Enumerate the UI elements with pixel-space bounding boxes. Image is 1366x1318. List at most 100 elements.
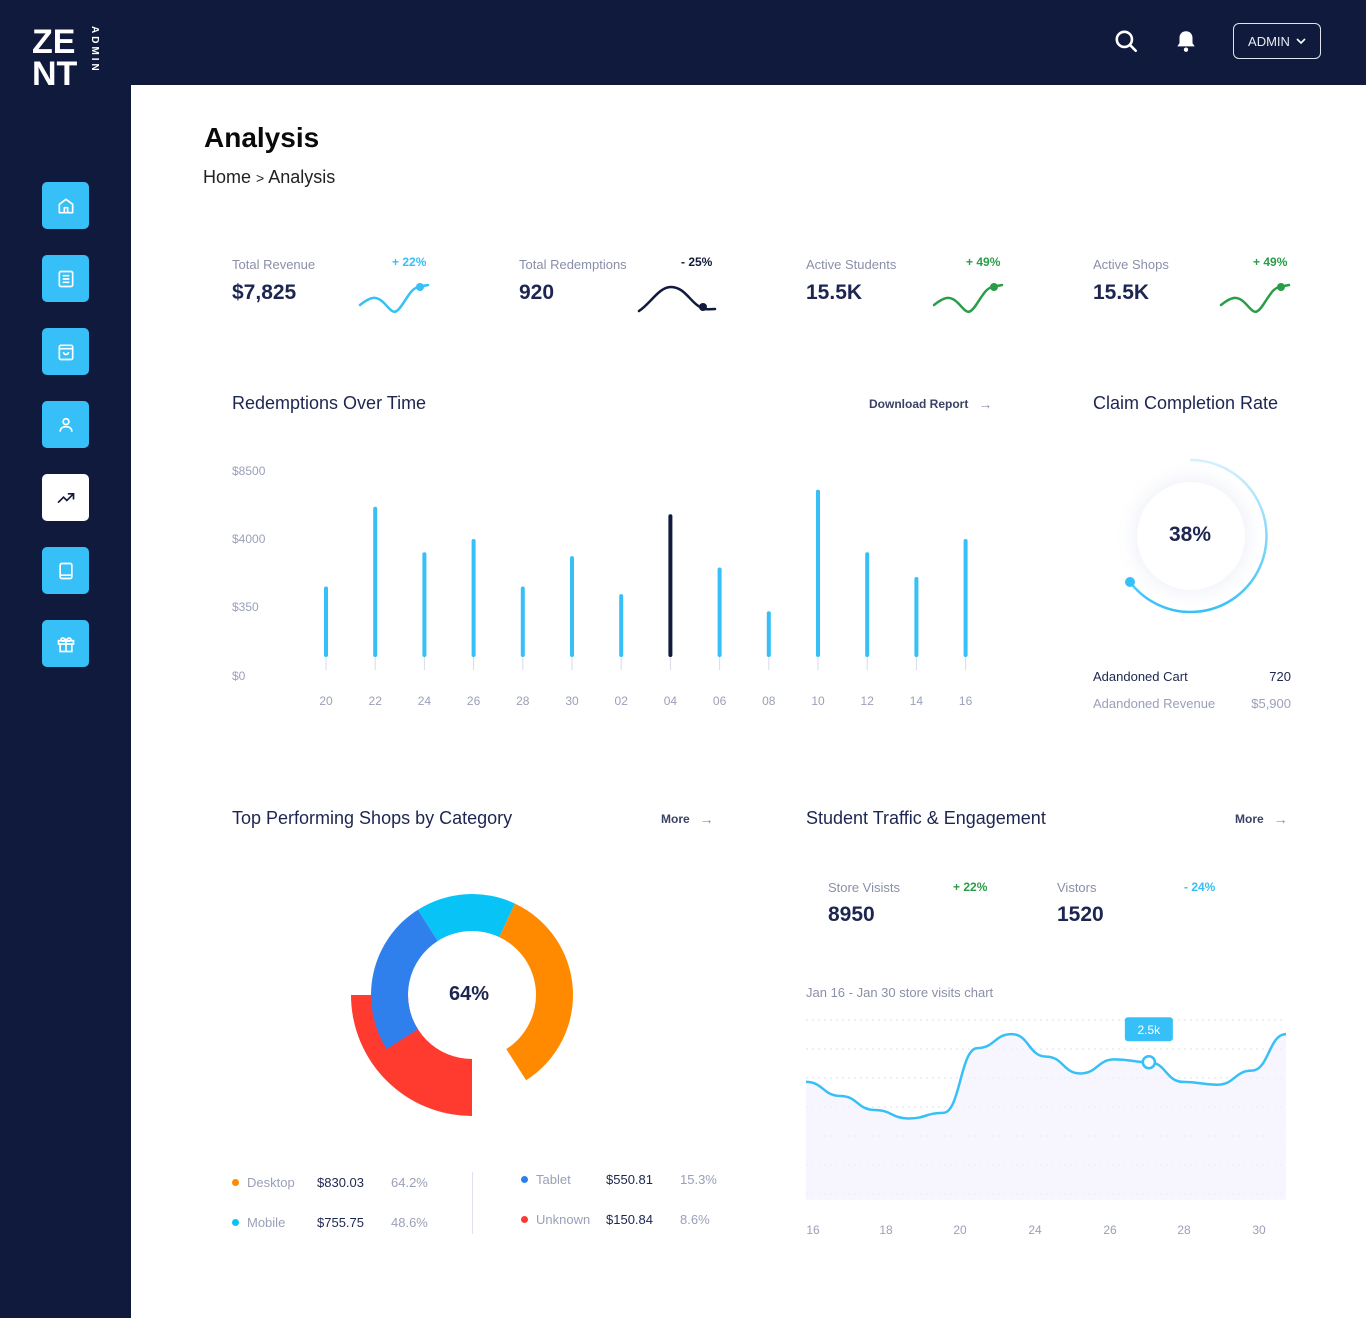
x-tick-label: 26: [1103, 1223, 1117, 1237]
sidebar-nav: [42, 182, 89, 693]
legend-item-unknown: Unknown $150.84 8.6%: [521, 1212, 710, 1227]
legend-dot: [232, 1219, 239, 1226]
arrow-right-icon: →: [699, 811, 714, 827]
claim-row: Adandoned Cart 720: [1093, 669, 1291, 684]
logo[interactable]: ZENT ADMIN: [32, 25, 104, 92]
kpi-change: + 49%: [966, 255, 1001, 269]
sidebar-item-book[interactable]: [42, 547, 89, 594]
redemptions-title: Redemptions Over Time: [232, 393, 427, 413]
highlight-point: [1141, 1054, 1157, 1070]
donut-slice-tablet: [371, 909, 438, 1050]
donut-slice-unknown: [351, 995, 472, 1116]
legend-dot: [521, 1216, 528, 1223]
kpi-value: 15.5K: [806, 281, 863, 304]
stat-value: 1520: [1057, 903, 1104, 926]
kpi-change: - 25%: [681, 255, 713, 269]
gauge-arc: [1128, 458, 1268, 614]
user-icon: [58, 417, 73, 432]
breadcrumb: Home > Analysis: [203, 167, 335, 188]
kpi-label: Total Revenue: [232, 257, 316, 272]
redemptions-bar-chart: 20 22 24 26 28 30 02 04 06 08 10 12 14 16: [319, 489, 973, 708]
donut-center-label: 64%: [449, 983, 490, 1005]
legend-pct: 48.6%: [391, 1215, 428, 1230]
search-icon[interactable]: [1113, 28, 1139, 54]
x-tick-label: 22: [369, 694, 383, 708]
kpi-change: + 49%: [1253, 255, 1288, 269]
legend-amount: $150.84: [606, 1212, 653, 1227]
tooltip-label: 2.5k: [1138, 1023, 1162, 1037]
y-tick-label: $4000: [232, 532, 266, 546]
sidebar-item-gift[interactable]: [42, 620, 89, 667]
topbar: ADMIN: [131, 0, 1366, 85]
kpi-sparkline: [637, 285, 717, 313]
stat-change: + 22%: [953, 880, 988, 894]
x-tick-label: 02: [615, 694, 629, 708]
x-tick-label: 26: [467, 694, 481, 708]
legend-divider: [472, 1172, 473, 1234]
sidebar-item-shop[interactable]: [42, 328, 89, 375]
sidebar-item-home[interactable]: [42, 182, 89, 229]
sidebar-item-user[interactable]: [42, 401, 89, 448]
claim-row-label: Adandoned Revenue: [1093, 696, 1216, 711]
sidebar-item-list[interactable]: [42, 255, 89, 302]
legend-pct: 15.3%: [680, 1172, 717, 1187]
kpi-label: Active Shops: [1093, 257, 1169, 272]
bell-icon[interactable]: [1173, 28, 1199, 54]
donut-slice-desktop: [499, 903, 573, 1081]
shops-donut-chart: [351, 894, 573, 1116]
kpi-sparkline: [1219, 283, 1291, 313]
x-tick-label: 16: [806, 1223, 820, 1237]
kpi-change: + 22%: [392, 255, 427, 269]
area-fill: [806, 1034, 1286, 1200]
x-tick-label: 28: [516, 694, 530, 708]
legend-name: Unknown: [536, 1212, 591, 1227]
stat-label: Store Visists: [828, 880, 901, 895]
claim-row-value: $5,900: [1251, 696, 1291, 711]
x-tick-label: 30: [565, 694, 579, 708]
page-title: Analysis: [204, 122, 320, 153]
shops-more-link[interactable]: More →: [661, 811, 714, 827]
arrow-right-icon: →: [1273, 811, 1288, 827]
x-tick-label: 20: [953, 1223, 967, 1237]
x-tick-label: 14: [910, 694, 924, 708]
arrow-right-icon: →: [978, 396, 993, 412]
download-report-label: Download Report: [869, 397, 969, 411]
y-tick-label: $8500: [232, 464, 266, 478]
gauge-handle: [1125, 577, 1135, 587]
x-tick-label: 04: [664, 694, 678, 708]
kpi-total-revenue: Total Revenue $7,825 + 22%: [232, 255, 432, 325]
download-report-link[interactable]: Download Report →: [869, 396, 992, 412]
stat-value: 8950: [828, 903, 875, 926]
sidebar-item-analysis[interactable]: [42, 474, 89, 521]
trending-up-icon: [57, 492, 74, 503]
claim-percent: 38%: [1169, 523, 1212, 546]
home-icon: [58, 198, 73, 213]
x-tick-label: 18: [879, 1223, 893, 1237]
kpi-label: Total Redemptions: [519, 257, 627, 272]
x-tick-label: 30: [1252, 1223, 1266, 1237]
tooltip-box: [1124, 1017, 1173, 1042]
store-visits-line-chart: 2.5k 16 18 20 24 26 28 30: [806, 1017, 1287, 1237]
legend-dot: [521, 1176, 528, 1183]
legend-name: Tablet: [536, 1172, 571, 1187]
x-tick-label: 06: [713, 694, 727, 708]
breadcrumb-separator: >: [256, 170, 265, 186]
kpi-sparkline: [932, 283, 1004, 313]
claim-row: Adandoned Revenue $5,900: [1093, 696, 1291, 711]
more-label: More: [1235, 812, 1264, 826]
legend-pct: 8.6%: [680, 1212, 710, 1227]
x-tick-label: 24: [418, 694, 432, 708]
kpi-label: Active Students: [806, 257, 897, 272]
legend-amount: $755.75: [317, 1215, 364, 1230]
traffic-more-link[interactable]: More →: [1235, 811, 1288, 827]
gift-icon: [57, 636, 74, 652]
admin-dropdown-button[interactable]: ADMIN: [1233, 23, 1321, 59]
breadcrumb-home[interactable]: Home: [203, 167, 252, 187]
y-tick-label: $350: [232, 600, 259, 614]
traffic-title: Student Traffic & Engagement: [806, 808, 1046, 828]
legend-item-mobile: Mobile $755.75 48.6%: [232, 1215, 428, 1230]
sidebar: ZENT ADMIN: [0, 0, 131, 1318]
kpi-value: $7,825: [232, 281, 297, 304]
chevron-down-icon: [1296, 38, 1306, 45]
admin-label: ADMIN: [1248, 33, 1290, 49]
